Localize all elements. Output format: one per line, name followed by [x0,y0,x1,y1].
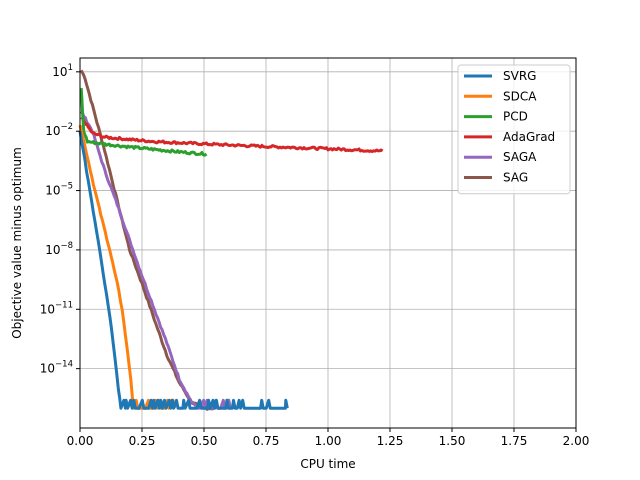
x-tick-label: 1.75 [501,434,528,448]
y-tick-label: 101 [52,63,73,79]
legend-label-svrg: SVRG [503,69,536,83]
y-axis: 101 10−2 10−5 10−8 10−11 10−14 [40,63,80,376]
series-line-adagrad [80,116,384,153]
x-axis-label: CPU time [300,457,355,471]
series-group [78,69,384,411]
x-tick-label: 0.25 [129,434,156,448]
legend-label-pcd: PCD [503,110,528,124]
x-tick-label: 1.50 [439,434,466,448]
x-tick-label: 1.25 [377,434,404,448]
legend-label-sag: SAG [503,171,528,185]
x-tick-label: 0.00 [67,434,94,448]
y-tick-label: 10−5 [45,182,73,198]
y-tick-label: 10−14 [40,360,73,376]
legend-label-adagrad: AdaGrad [503,130,555,144]
x-tick-label: 1.00 [315,434,342,448]
x-tick-label: 0.50 [191,434,218,448]
series-line-pcd [79,88,208,157]
legend-label-sdca: SDCA [503,89,537,103]
series-line-svrg [78,130,289,410]
y-axis-label: Objective value minus optimum [10,147,24,339]
y-tick-label: 10−8 [45,241,73,257]
x-tick-label: 2.00 [563,434,590,448]
y-tick-label: 10−11 [40,300,73,316]
y-tick-label: 10−2 [45,122,73,138]
x-tick-label: 0.75 [253,434,280,448]
x-axis: 0.00 0.25 0.50 0.75 1.00 1.25 1.50 1.75 2.00 [67,428,590,448]
legend-label-saga: SAGA [503,150,537,164]
legend: SVRG SDCA PCD AdaGrad SAGA SAG [457,64,571,195]
